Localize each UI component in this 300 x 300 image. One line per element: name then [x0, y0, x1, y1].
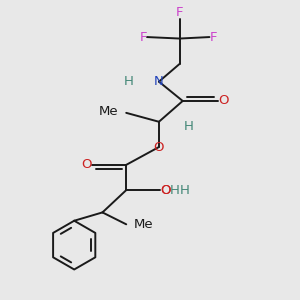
- Text: H: H: [169, 184, 179, 196]
- Text: O: O: [218, 94, 229, 107]
- Text: H: H: [124, 75, 134, 88]
- Text: F: F: [209, 31, 217, 44]
- Text: H: H: [180, 184, 190, 196]
- Text: Me: Me: [134, 218, 153, 231]
- Text: Me: Me: [99, 105, 119, 118]
- Text: O: O: [82, 158, 92, 171]
- Text: F: F: [176, 6, 184, 19]
- Text: O: O: [160, 184, 171, 196]
- Text: N: N: [154, 75, 164, 88]
- Text: F: F: [140, 31, 147, 44]
- Text: O: O: [154, 140, 164, 154]
- Text: O: O: [160, 184, 171, 196]
- Text: H: H: [184, 120, 194, 133]
